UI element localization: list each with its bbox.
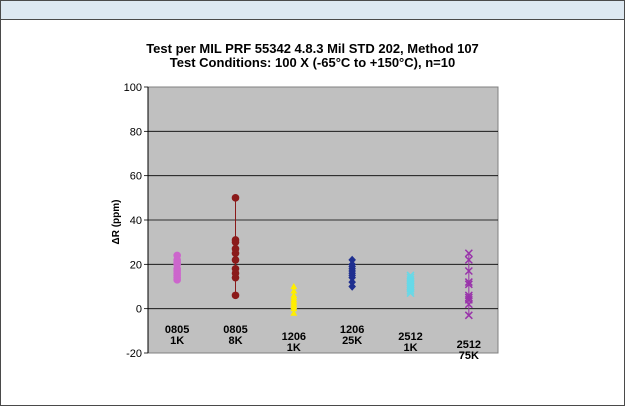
data-marks <box>173 194 473 320</box>
data-point <box>464 266 473 276</box>
y-tick-label: 60 <box>130 171 142 183</box>
category-label-line1: 1206 <box>282 331 306 343</box>
data-point <box>231 256 240 264</box>
y-tick-label: 40 <box>130 215 142 227</box>
y-tick-label: -20 <box>126 348 142 360</box>
y-tick-label: 0 <box>136 304 142 316</box>
y-tick-label: 80 <box>130 126 142 138</box>
gridlines <box>144 86 498 354</box>
data-point <box>231 194 240 202</box>
data-point <box>231 264 240 273</box>
data-point <box>464 255 473 264</box>
data-point <box>290 282 298 290</box>
category-label-line2: 1K <box>403 342 417 354</box>
data-point <box>406 273 415 282</box>
data-point <box>231 236 240 244</box>
y-axis-label: ΔR (ppm) <box>111 200 122 245</box>
y-tick-label: 20 <box>130 259 142 271</box>
header-bar <box>1 1 624 20</box>
data-point <box>464 293 473 302</box>
data-point <box>464 291 473 300</box>
category-label-line1: 0805 <box>165 324 189 336</box>
data-point <box>464 311 473 320</box>
data-point <box>464 280 473 289</box>
category-label-line2: 8K <box>228 335 242 347</box>
data-point <box>464 249 473 258</box>
chart-title: Test per MIL PRF 55342 4.8.3 Mil STD 202… <box>146 41 479 56</box>
data-point <box>464 278 473 287</box>
data-point <box>231 245 240 253</box>
category-label-line1: 2512 <box>457 339 481 351</box>
data-point <box>406 271 415 280</box>
category-label-line1: 2512 <box>398 331 422 343</box>
category-label-line2: 1K <box>287 342 301 354</box>
category-label-line2: 1K <box>170 335 184 347</box>
data-point <box>173 251 181 260</box>
category-label-line2: 25K <box>342 335 362 347</box>
data-point <box>348 255 356 265</box>
data-point <box>348 260 356 269</box>
category-label-line2: 75K <box>459 350 479 362</box>
category-label-line1: 1206 <box>340 324 364 336</box>
data-point <box>290 287 298 294</box>
data-point <box>348 282 356 291</box>
data-point <box>348 277 356 287</box>
y-tick-labels: -20 0 20 40 60 80 100 <box>124 82 142 360</box>
y-tick-label: 100 <box>124 82 142 94</box>
data-point <box>290 291 298 298</box>
data-point <box>231 291 240 300</box>
chart-subtitle: Test Conditions: 100 X (-65°C to +150°C)… <box>169 55 456 70</box>
data-point <box>290 309 298 316</box>
category-label-line1: 0805 <box>223 324 247 336</box>
